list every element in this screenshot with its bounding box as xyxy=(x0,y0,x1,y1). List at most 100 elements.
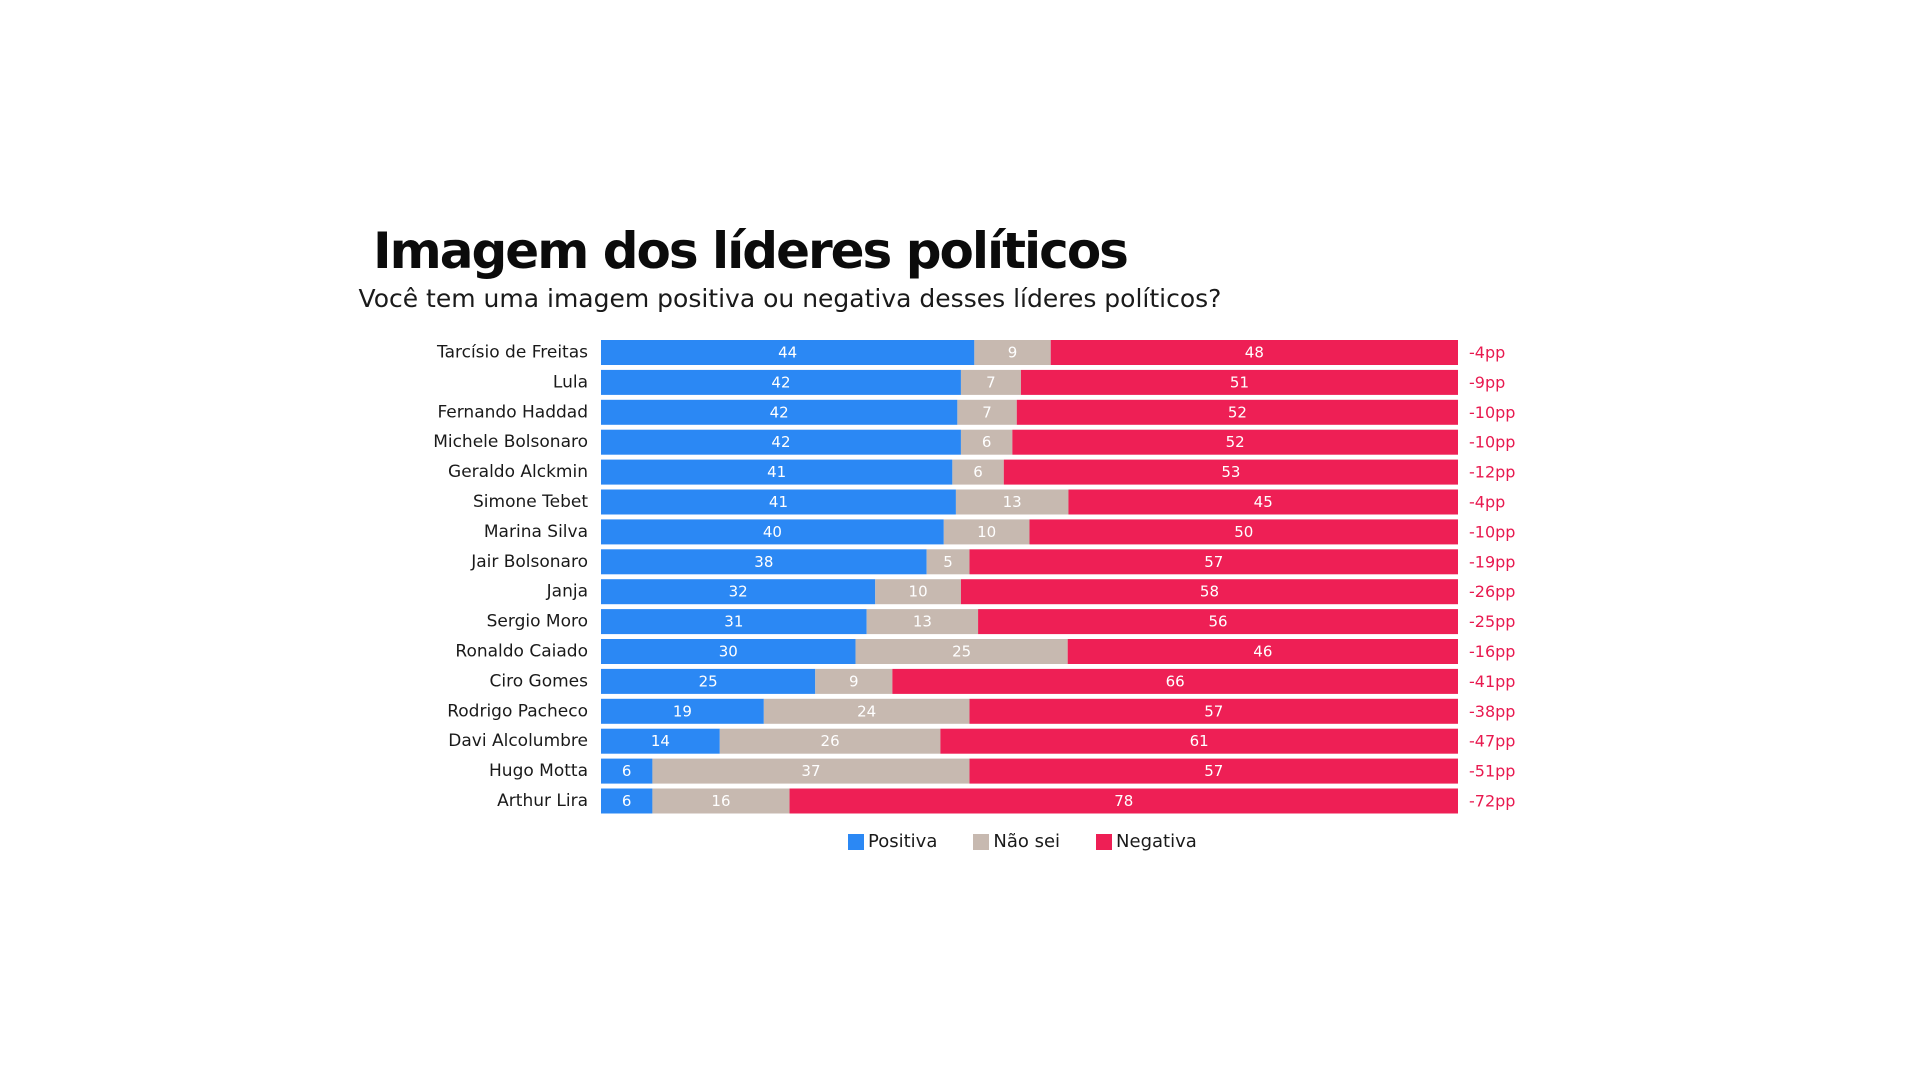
bar-segment-positiva xyxy=(601,340,975,365)
bar-segment-nao-sei xyxy=(960,429,1013,455)
bar-segment-nao-sei xyxy=(952,459,1004,485)
bar-segment-positiva xyxy=(601,549,927,575)
data-label-nao-sei: 6 xyxy=(973,463,983,481)
category-label: Arthur Lira xyxy=(497,791,588,811)
difference-label: -38pp xyxy=(1469,702,1515,721)
difference-label: -51pp xyxy=(1469,762,1515,781)
data-label-positiva: 30 xyxy=(719,643,738,661)
bar-segment-nao-sei xyxy=(815,668,893,694)
bar-segment-positiva xyxy=(601,668,816,694)
legend-swatch-negativa xyxy=(1096,833,1113,850)
bar-segment-nao-sei xyxy=(875,579,961,605)
category-label: Lula xyxy=(553,372,588,392)
category-label: Ciro Gomes xyxy=(490,671,589,691)
bar-segment-negativa xyxy=(1003,459,1458,485)
bar-segment-positiva xyxy=(601,698,764,724)
category-label: Sergio Moro xyxy=(487,612,588,632)
data-label-positiva: 42 xyxy=(771,373,790,391)
bar-segment-positiva xyxy=(601,519,944,545)
bar-segment-nao-sei xyxy=(652,788,790,814)
data-label-positiva: 6 xyxy=(622,762,632,780)
data-label-nao-sei: 10 xyxy=(977,523,996,541)
category-label: Jair Bolsonaro xyxy=(470,552,588,572)
data-label-nao-sei: 5 xyxy=(943,553,953,571)
difference-label: -10pp xyxy=(1469,433,1515,452)
bar-segment-negativa xyxy=(892,668,1458,694)
difference-label: -41pp xyxy=(1469,672,1515,691)
data-label-positiva: 25 xyxy=(699,672,718,690)
bar-segment-negativa xyxy=(969,698,1458,724)
legend-item-nao-sei: Não sei xyxy=(973,831,1060,852)
category-label: Tarcísio de Freitas xyxy=(436,343,588,363)
data-label-positiva: 44 xyxy=(778,344,797,362)
data-label-nao-sei: 26 xyxy=(821,732,840,750)
data-label-positiva: 6 xyxy=(622,792,632,810)
bar-segment-negativa xyxy=(1068,489,1458,515)
bar-segment-negativa xyxy=(960,579,1458,605)
data-label-positiva: 38 xyxy=(754,553,773,571)
category-label: Hugo Motta xyxy=(489,761,588,781)
difference-label: -10pp xyxy=(1469,522,1515,541)
data-label-positiva: 40 xyxy=(763,523,782,541)
data-label-positiva: 31 xyxy=(724,613,743,631)
bar-segment-positiva xyxy=(601,489,956,515)
category-label: Davi Alcolumbre xyxy=(448,731,588,751)
bar-segment-nao-sei xyxy=(974,340,1051,365)
data-label-positiva: 41 xyxy=(769,493,788,511)
category-label: Geraldo Alckmin xyxy=(448,462,588,482)
difference-label: -72pp xyxy=(1469,792,1515,811)
bar-segment-nao-sei xyxy=(763,698,970,724)
data-label-negativa: 56 xyxy=(1208,613,1227,631)
difference-label: -25pp xyxy=(1469,612,1515,631)
category-label: Fernando Haddad xyxy=(437,402,588,422)
data-label-nao-sei: 37 xyxy=(801,762,820,780)
bar-segment-positiva xyxy=(601,728,720,754)
bar-segment-nao-sei xyxy=(926,549,970,575)
legend-label-positiva: Positiva xyxy=(868,831,938,852)
difference-label: -4pp xyxy=(1469,493,1505,512)
legend-label-nao-sei: Não sei xyxy=(993,831,1061,852)
data-label-negativa: 78 xyxy=(1114,792,1133,810)
data-label-negativa: 66 xyxy=(1166,672,1185,690)
difference-label: -10pp xyxy=(1469,403,1515,422)
data-label-negativa: 46 xyxy=(1253,643,1272,661)
bar-segment-positiva xyxy=(601,399,958,425)
bar-segment-negativa xyxy=(969,549,1458,575)
bar-segment-nao-sei xyxy=(955,489,1069,515)
data-label-positiva: 14 xyxy=(651,732,670,750)
data-label-negativa: 51 xyxy=(1230,373,1249,391)
bar-segment-negativa xyxy=(1016,399,1458,425)
bar-segment-negativa xyxy=(1012,429,1458,455)
bar-segment-positiva xyxy=(601,579,876,605)
legend-item-positiva: Positiva xyxy=(848,831,937,852)
data-label-negativa: 58 xyxy=(1200,583,1219,601)
data-label-negativa: 52 xyxy=(1228,403,1247,421)
bar-segment-nao-sei xyxy=(652,758,970,784)
data-label-negativa: 48 xyxy=(1245,344,1264,362)
data-label-nao-sei: 24 xyxy=(857,702,876,720)
data-label-nao-sei: 16 xyxy=(711,792,730,810)
data-label-nao-sei: 7 xyxy=(986,373,996,391)
legend-swatch-nao-sei xyxy=(973,833,990,850)
chart-title: Imagem dos líderes políticos xyxy=(373,222,1129,280)
category-label: Ronaldo Caiado xyxy=(455,642,588,662)
category-label: Simone Tebet xyxy=(473,492,588,512)
data-label-negativa: 53 xyxy=(1221,463,1240,481)
bar-segment-positiva xyxy=(601,609,867,635)
data-label-nao-sei: 6 xyxy=(982,433,992,451)
difference-label: -12pp xyxy=(1469,463,1515,482)
data-label-nao-sei: 13 xyxy=(1003,493,1022,511)
bar-segment-nao-sei xyxy=(960,369,1021,395)
data-label-negativa: 57 xyxy=(1204,762,1223,780)
bar-segment-nao-sei xyxy=(957,399,1017,425)
data-label-positiva: 19 xyxy=(673,702,692,720)
legend-swatch-positiva xyxy=(848,833,864,850)
bar-segment-positiva xyxy=(601,459,953,485)
difference-label: -9pp xyxy=(1469,373,1505,392)
bar-segment-negativa xyxy=(1050,340,1458,365)
data-label-negativa: 57 xyxy=(1204,702,1223,720)
category-label: Marina Silva xyxy=(484,522,588,542)
data-label-negativa: 52 xyxy=(1226,433,1245,451)
